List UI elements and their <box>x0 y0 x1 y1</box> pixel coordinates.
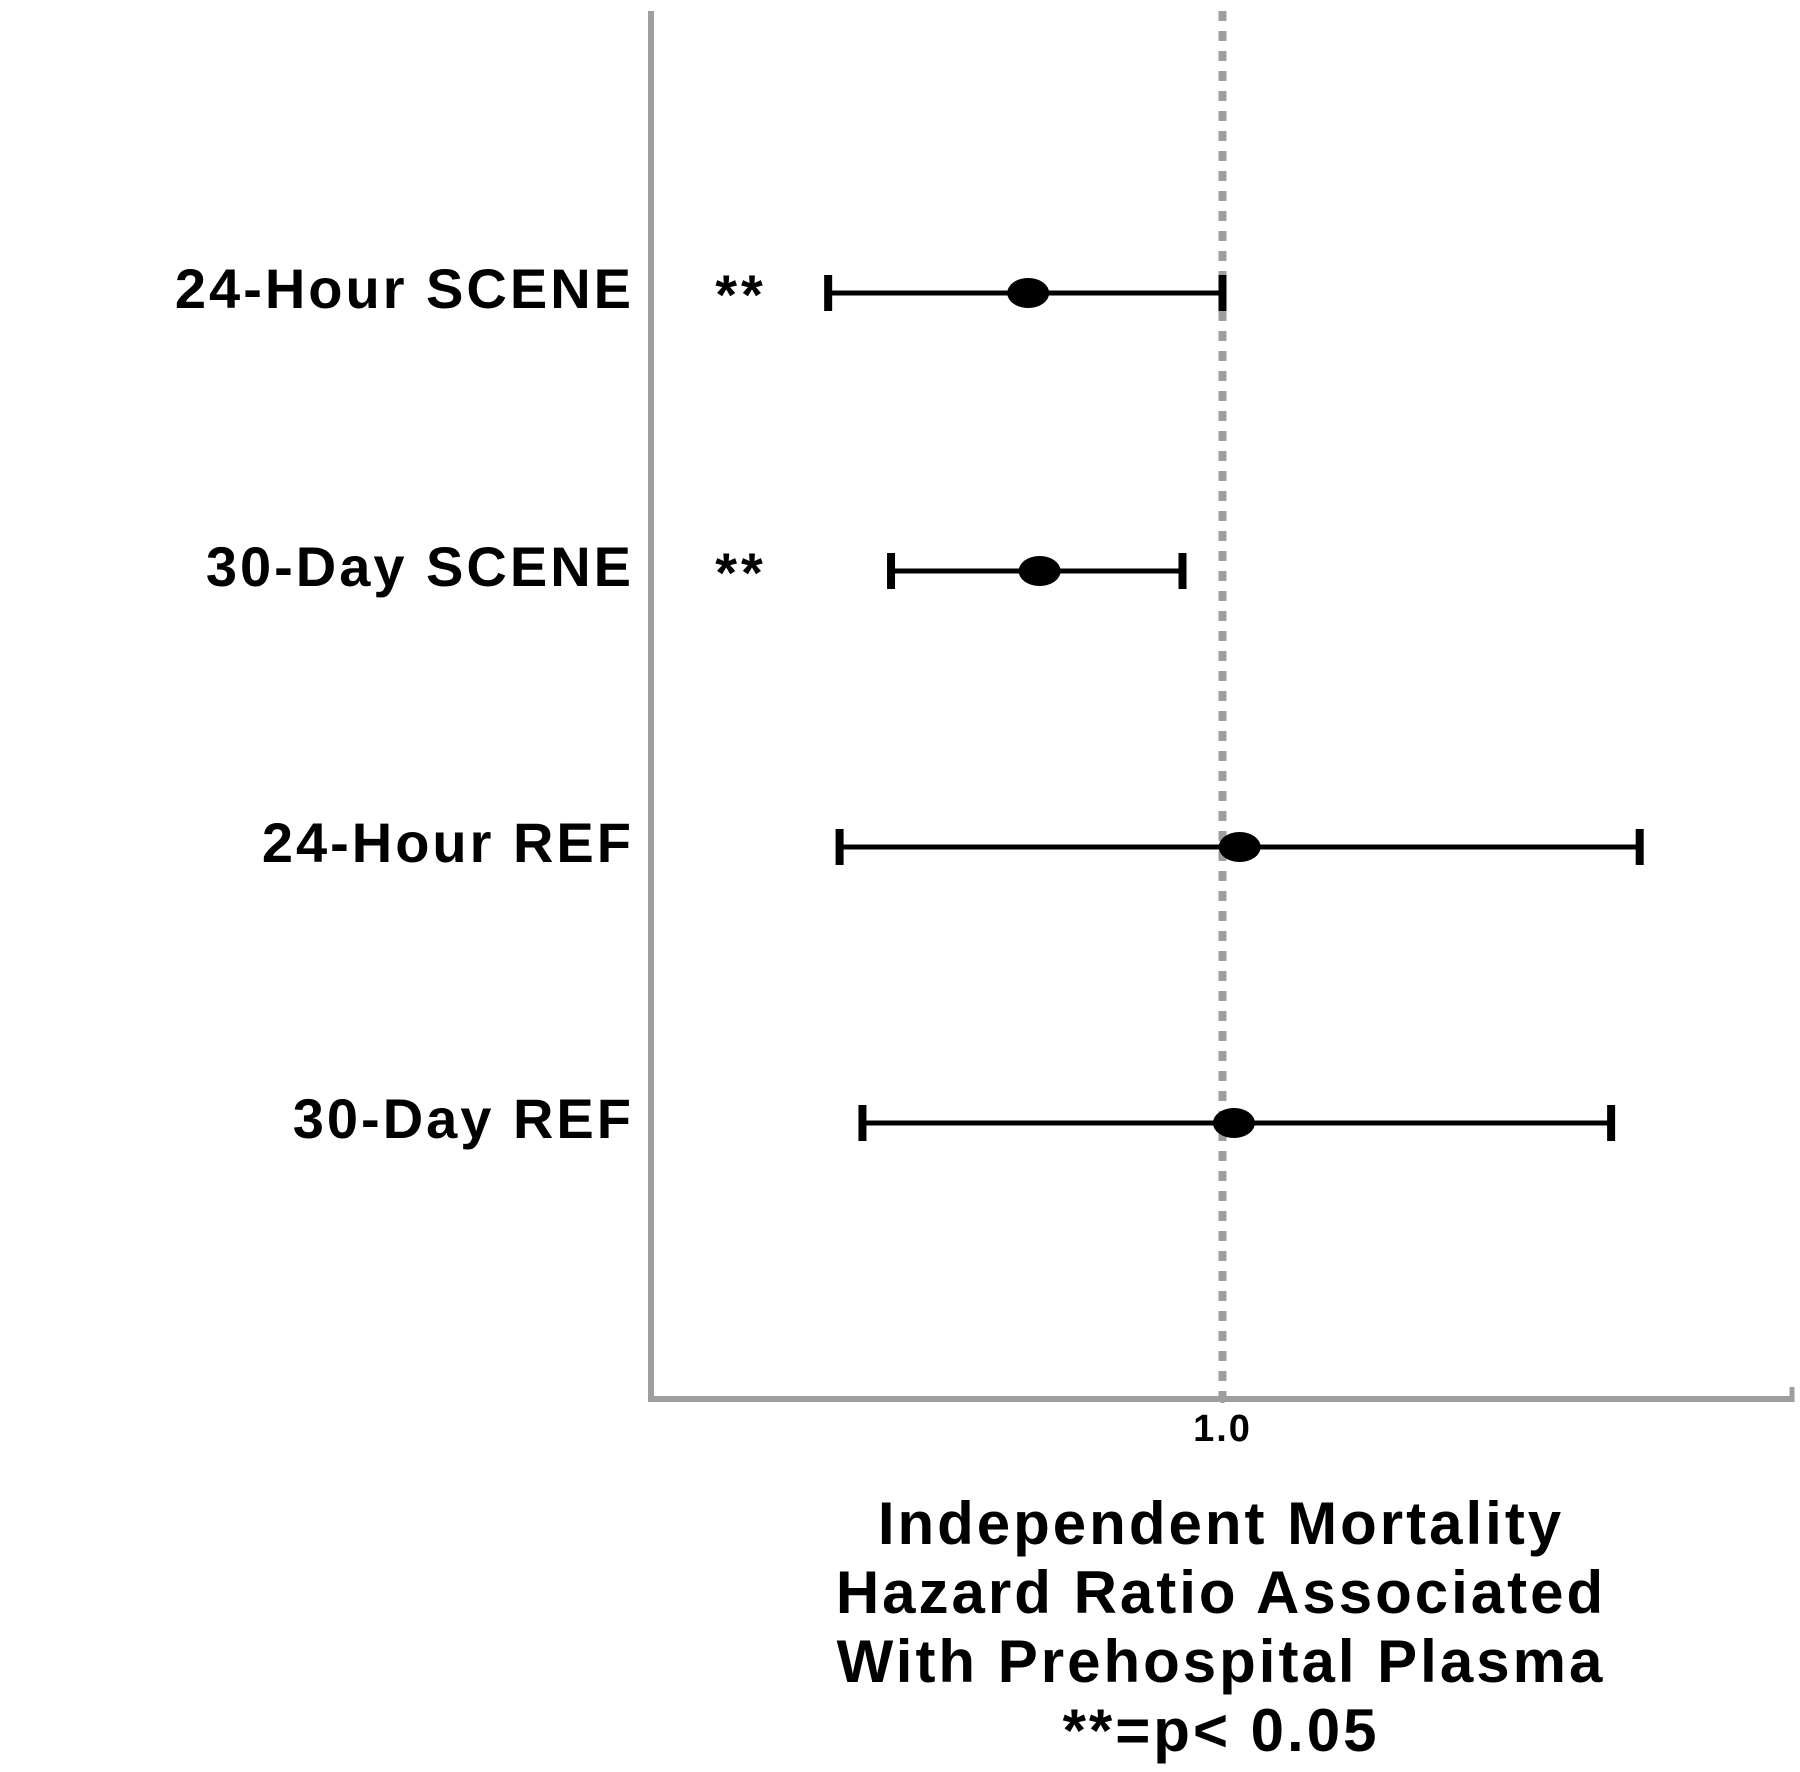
x-tick-label: 1.0 <box>1193 1408 1252 1450</box>
point-estimate <box>1018 556 1061 586</box>
point-estimate <box>1218 832 1261 862</box>
category-label: 30-Day REF <box>293 1087 634 1150</box>
x-axis-label: **=p< 0.05 <box>1063 1697 1380 1764</box>
category-label: 30-Day SCENE <box>206 535 634 598</box>
point-estimate <box>1212 1108 1255 1138</box>
x-axis-label: With Prehospital Plasma <box>837 1628 1606 1695</box>
category-label: 24-Hour REF <box>262 811 634 874</box>
point-estimate <box>1007 278 1050 308</box>
x-axis-label: Independent Mortality <box>878 1490 1564 1557</box>
category-label: 24-Hour SCENE <box>175 257 634 320</box>
significance-marker: ** <box>715 263 767 326</box>
x-axis-label: Hazard Ratio Associated <box>836 1559 1606 1626</box>
significance-marker: ** <box>715 541 767 604</box>
